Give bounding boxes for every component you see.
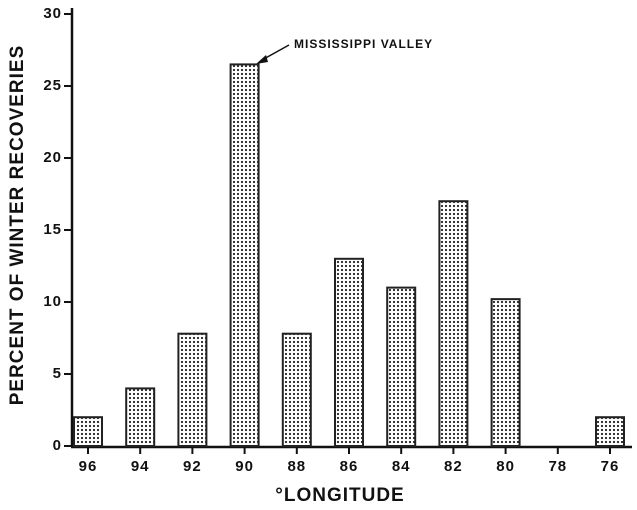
bar bbox=[334, 257, 364, 447]
annotation: MISSISSIPPI VALLEY bbox=[294, 37, 433, 51]
x-tick-label: 86 bbox=[340, 458, 359, 475]
x-tick-label: 88 bbox=[287, 458, 306, 475]
y-axis-label: PERCENT OF WINTER RECOVERIES bbox=[7, 45, 28, 406]
x-tick-label: 82 bbox=[444, 458, 463, 475]
x-tick-label: 92 bbox=[183, 458, 202, 475]
y-tick-label: 0 bbox=[53, 437, 62, 454]
bar bbox=[438, 200, 469, 447]
bar bbox=[177, 332, 208, 447]
bar bbox=[386, 286, 417, 447]
y-tick-label: 20 bbox=[43, 149, 62, 166]
bar bbox=[595, 416, 625, 448]
annotation-arrowhead bbox=[256, 55, 268, 64]
y-tick-label: 10 bbox=[43, 293, 62, 310]
x-tick-label: 84 bbox=[392, 458, 411, 475]
bar bbox=[73, 416, 103, 448]
y-tick-label: 5 bbox=[53, 365, 62, 382]
x-tick-label: 76 bbox=[601, 458, 620, 475]
bar bbox=[125, 387, 156, 447]
bar bbox=[490, 298, 521, 447]
y-tick-label: 15 bbox=[43, 221, 62, 238]
y-tick-label: 25 bbox=[43, 77, 62, 94]
bar bbox=[229, 63, 260, 448]
x-tick-label: 80 bbox=[496, 458, 515, 475]
x-tick-label: 96 bbox=[79, 458, 98, 475]
y-tick-label: 30 bbox=[43, 5, 62, 22]
bar bbox=[281, 332, 312, 447]
x-tick-label: 78 bbox=[548, 458, 567, 475]
x-tick-label: 94 bbox=[131, 458, 150, 475]
x-axis-label: °LONGITUDE bbox=[275, 485, 404, 506]
x-tick-label: 90 bbox=[235, 458, 254, 475]
